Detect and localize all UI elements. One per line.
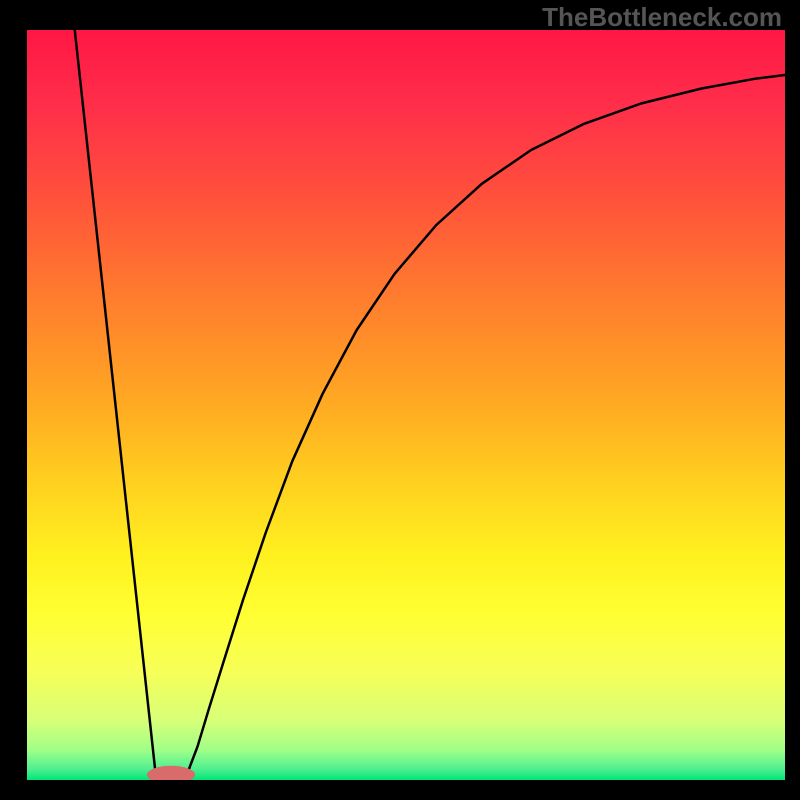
curve-overlay (27, 30, 785, 780)
left-descending-line (75, 30, 156, 776)
chart-container: TheBottleneck.com (0, 0, 800, 800)
plot-area (27, 30, 785, 780)
right-ascending-curve (186, 75, 785, 776)
watermark-text: TheBottleneck.com (542, 2, 782, 33)
